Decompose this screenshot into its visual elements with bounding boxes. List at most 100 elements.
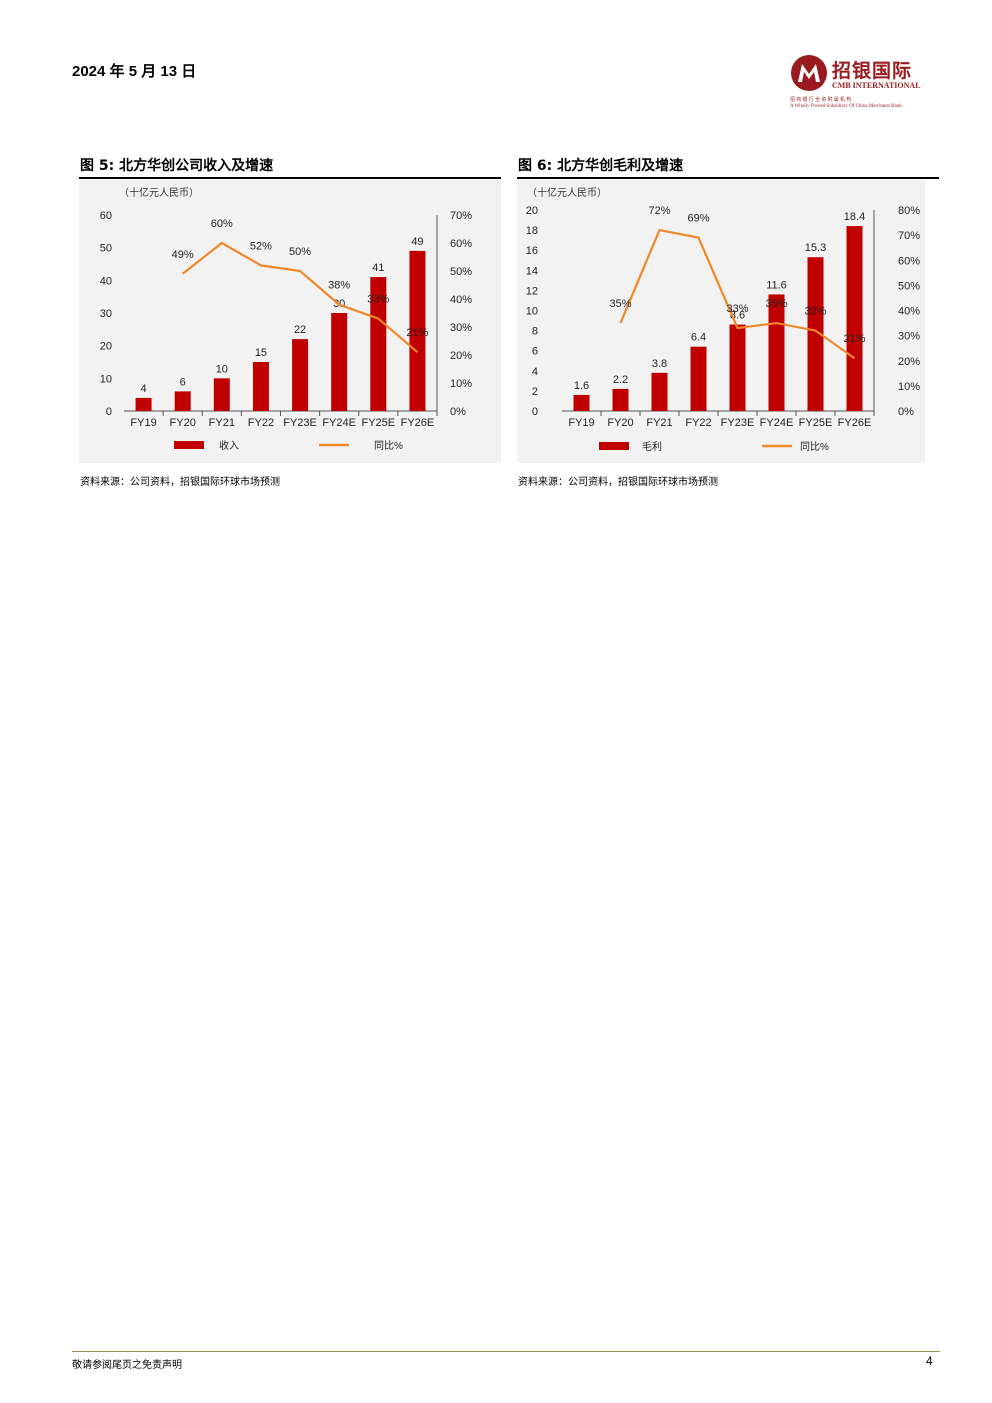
- bar-value-label: 22: [294, 324, 306, 336]
- figure-6-rule: [517, 177, 939, 179]
- bar-value-label: 49: [411, 236, 423, 248]
- right-axis-tick-label: 10%: [898, 381, 920, 393]
- left-axis-tick-label: 4: [532, 366, 538, 378]
- right-axis-tick-label: 30%: [898, 331, 920, 343]
- category-tick-label: FY22: [248, 417, 274, 429]
- bar-fy22: [252, 362, 269, 411]
- bar-value-label: 10: [216, 363, 228, 375]
- right-axis-tick-label: 0%: [450, 406, 466, 418]
- right-axis-tick-label: 60%: [450, 238, 472, 250]
- figure-5-chart: （十亿元人民币） 0 10 20 30 40 50 60 0% 10% 20% 30% 40% 50% 60…: [79, 180, 501, 463]
- category-tick-label: FY21: [646, 417, 672, 429]
- right-axis-tick-label: 70%: [450, 210, 472, 222]
- gross-profit-chart-svg: （十亿元人民币） 0 2 4 6 8 10 12 14 16 18 20 0% 10% 20% 30% 40% 5…: [526, 186, 920, 453]
- left-axis-tick-label: 50: [100, 243, 112, 255]
- right-axis-tick-label: 40%: [898, 306, 920, 318]
- right-axis-tick-label: 50%: [450, 266, 472, 278]
- category-tick-label: FY26E: [401, 417, 435, 429]
- cmb-international-logo: 招银国际 CMB INTERNATIONAL 招 商 银 行 全 资 附 属 机…: [790, 54, 940, 124]
- revenue-chart-svg: （十亿元人民币） 0 10 20 30 40 50 60 0% 10% 20% 30% 40% 50% 60…: [100, 186, 472, 452]
- yoy-growth-line: [619, 228, 856, 360]
- left-axis-tick-label: 60: [100, 210, 112, 222]
- bar-fy19: [135, 397, 152, 411]
- left-axis-tick-label: 6: [532, 346, 538, 358]
- right-axis-tick-label: 0%: [898, 406, 914, 418]
- bar-value-label: 3.8: [652, 358, 667, 370]
- yoy-value-label: 52%: [250, 240, 272, 252]
- legend-bar-label: 收入: [219, 439, 239, 452]
- left-axis-tick-label: 10: [526, 306, 538, 318]
- legend-bar-swatch: [599, 442, 629, 450]
- footer-rule: [72, 1351, 940, 1352]
- bar-fy24e: [331, 313, 348, 411]
- bar-fy25e: [807, 257, 824, 411]
- left-axis-tick-label: 8: [532, 326, 538, 338]
- yoy-value-label: 50%: [289, 246, 311, 258]
- yoy-value-label: 32%: [804, 306, 826, 318]
- right-axis-tick-label: 30%: [450, 322, 472, 334]
- right-axis-tick-label: 70%: [898, 230, 920, 242]
- left-axis-tick-label: 16: [526, 245, 538, 257]
- left-axis-tick-label: 18: [526, 225, 538, 237]
- category-tick-label: FY26E: [838, 417, 872, 429]
- category-tick-label: FY21: [209, 417, 235, 429]
- category-tick-label: FY20: [170, 417, 196, 429]
- footer-disclaimer: 敬请参阅尾页之免责声明: [72, 1360, 182, 1371]
- yoy-value-label: 35%: [765, 298, 787, 310]
- bar-value-label: 11.6: [766, 279, 787, 291]
- bar-fy25e: [370, 277, 387, 411]
- yoy-value-label: 38%: [328, 280, 350, 292]
- page-number: 4: [926, 1354, 933, 1368]
- left-axis-tick-label: 0: [106, 406, 112, 418]
- logo-subtitle-cn: 招 商 银 行 全 资 附 属 机 构: [790, 98, 852, 103]
- bar-fy22: [690, 346, 707, 411]
- legend-line-label: 同比%: [374, 440, 403, 452]
- bar-fy23e: [729, 324, 746, 411]
- legend-line-label: 同比%: [800, 441, 829, 453]
- yoy-value-label: 49%: [172, 249, 194, 261]
- left-axis-tick-label: 30: [100, 308, 112, 320]
- logo-name: 招银国际: [832, 60, 913, 82]
- bar-value-label: 41: [372, 262, 384, 274]
- left-axis-tick-label: 20: [100, 341, 112, 353]
- right-axis-tick-label: 60%: [898, 255, 920, 267]
- bar-value-label: 2.2: [613, 374, 628, 386]
- bar-value-label: 6: [180, 376, 186, 388]
- yoy-value-label: 60%: [211, 218, 233, 230]
- legend-bar-label: 毛利: [642, 441, 662, 453]
- logo-subtitle-en: A Wholly Owned Subsidiary Of China Merch…: [790, 104, 902, 109]
- bar-fy21: [213, 378, 230, 411]
- yoy-value-label: 21%: [843, 333, 865, 345]
- yoy-value-label: 33%: [726, 303, 748, 315]
- left-axis-tick-label: 40: [100, 275, 112, 287]
- left-axis-tick-label: 12: [526, 285, 538, 297]
- bar-value-label: 15.3: [805, 242, 826, 254]
- left-axis-tick-label: 10: [100, 373, 112, 385]
- yoy-value-label: 35%: [609, 298, 631, 310]
- yoy-growth-line: [182, 241, 419, 354]
- bar-value-label: 15: [255, 347, 267, 359]
- right-axis-tick-label: 10%: [450, 378, 472, 390]
- bar-fy23e: [292, 339, 309, 411]
- category-tick-label: FY24E: [760, 417, 794, 429]
- bar-fy26e: [846, 226, 863, 411]
- figure-6-chart: （十亿元人民币） 0 2 4 6 8 10 12 14 16 18 20 0% 10% 20% 30% 40% 5…: [517, 180, 925, 463]
- yoy-value-label: 72%: [648, 205, 670, 217]
- category-tick-label: FY25E: [361, 417, 395, 429]
- figure-6-source: 资料来源：公司资料，招银国际环球市场预测: [518, 477, 718, 488]
- yoy-value-label: 33%: [367, 294, 389, 306]
- category-tick-label: FY19: [130, 417, 156, 429]
- bar-fy24e: [768, 294, 785, 411]
- left-axis-tick-label: 14: [526, 265, 538, 277]
- unit-label: （十亿元人民币）: [527, 186, 607, 199]
- left-axis-tick-label: 0: [532, 406, 538, 418]
- category-tick-label: FY22: [685, 417, 711, 429]
- cmb-logo-icon: [791, 55, 827, 91]
- category-tick-label: FY20: [607, 417, 633, 429]
- category-tick-label: FY24E: [322, 417, 356, 429]
- right-axis-tick-label: 20%: [450, 350, 472, 362]
- legend-bar-swatch: [174, 441, 204, 449]
- bar-fy26e: [409, 250, 426, 411]
- right-axis-tick-label: 20%: [898, 356, 920, 368]
- unit-label: （十亿元人民币）: [119, 186, 199, 199]
